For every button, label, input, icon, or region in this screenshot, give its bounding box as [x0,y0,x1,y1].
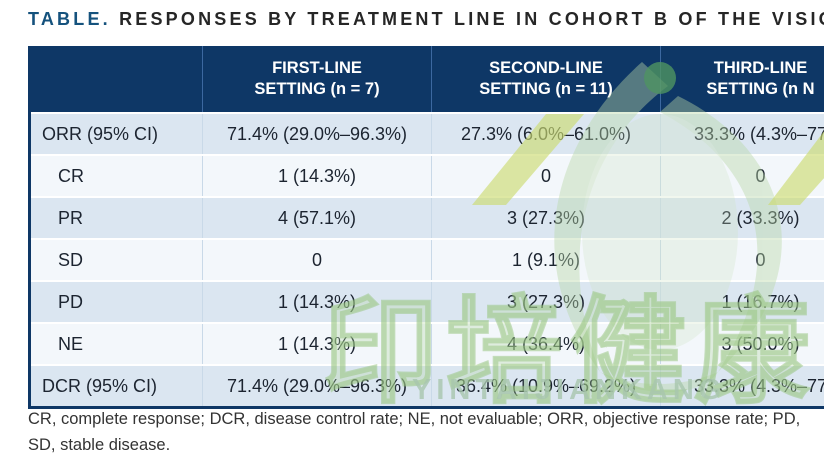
cell-first-line: 71.4% (29.0%–96.3%) [202,114,431,154]
row-label: NE [58,333,84,354]
cell-second-line: 0 [431,156,660,196]
cell-third-line: 0 [660,240,824,280]
table-title: TABLE. RESPONSES BY TREATMENT LINE IN CO… [28,9,824,30]
row-label: DCR (95% CI) [42,375,158,396]
cell-third-line: 2 (33.3%) [660,198,824,238]
header-cell-empty [31,46,202,112]
row-label: CR [58,165,84,186]
table-row-cr: CR 1 (14.3%) 0 0 [31,154,824,196]
responses-table: FIRST-LINE SETTING (n = 7) SECOND-LINE S… [28,46,824,409]
cell-first-line: 0 [202,240,431,280]
cell-third-line: 3 (50.0%) [660,324,824,364]
abbreviations-footnote: CR, complete response; DCR, disease cont… [28,406,824,459]
row-label: PD [58,291,84,312]
row-label: ORR (95% CI) [42,123,159,144]
header-cell-third-line: THIRD-LINE SETTING (n N [660,46,824,112]
table-row-dcr: DCR (95% CI) 71.4% (29.0%–96.3%) 36.4% (… [31,364,824,406]
header-cell-first-line: FIRST-LINE SETTING (n = 7) [202,46,431,112]
cell-third-line: 33.3% (4.3%–77 [660,114,824,154]
row-label: SD [58,249,84,270]
row-label: PR [58,207,84,228]
cell-third-line: 33.3% (4.3%–77 [660,366,824,406]
cell-first-line: 1 (14.3%) [202,282,431,322]
table-title-label: TABLE. [28,9,111,29]
cell-second-line: 3 (27.3%) [431,198,660,238]
cell-second-line: 27.3% (6.0%–61.0%) [431,114,660,154]
table-row-pr: PR 4 (57.1%) 3 (27.3%) 2 (33.3%) [31,196,824,238]
cell-second-line: 1 (9.1%) [431,240,660,280]
cell-first-line: 1 (14.3%) [202,156,431,196]
cell-first-line: 4 (57.1%) [202,198,431,238]
cell-first-line: 71.4% (29.0%–96.3%) [202,366,431,406]
cell-third-line: 1 (16.7%) [660,282,824,322]
table-title-text: RESPONSES BY TREATMENT LINE IN COHORT B … [119,9,824,29]
table-row-pd: PD 1 (14.3%) 3 (27.3%) 1 (16.7%) [31,280,824,322]
cell-first-line: 1 (14.3%) [202,324,431,364]
cell-second-line: 36.4% (10.9%–69.2%) [431,366,660,406]
table-header-row: FIRST-LINE SETTING (n = 7) SECOND-LINE S… [31,46,824,112]
table-row-ne: NE 1 (14.3%) 4 (36.4%) 3 (50.0%) [31,322,824,364]
table-row-sd: SD 0 1 (9.1%) 0 [31,238,824,280]
cell-third-line: 0 [660,156,824,196]
header-cell-second-line: SECOND-LINE SETTING (n = 11) [431,46,660,112]
footnote-line-2: SD, stable disease. [28,436,171,455]
table-row-orr: ORR (95% CI) 71.4% (29.0%–96.3%) 27.3% (… [31,112,824,154]
footnote-line-1: CR, complete response; DCR, disease cont… [28,410,801,428]
cell-second-line: 3 (27.3%) [431,282,660,322]
cell-second-line: 4 (36.4%) [431,324,660,364]
